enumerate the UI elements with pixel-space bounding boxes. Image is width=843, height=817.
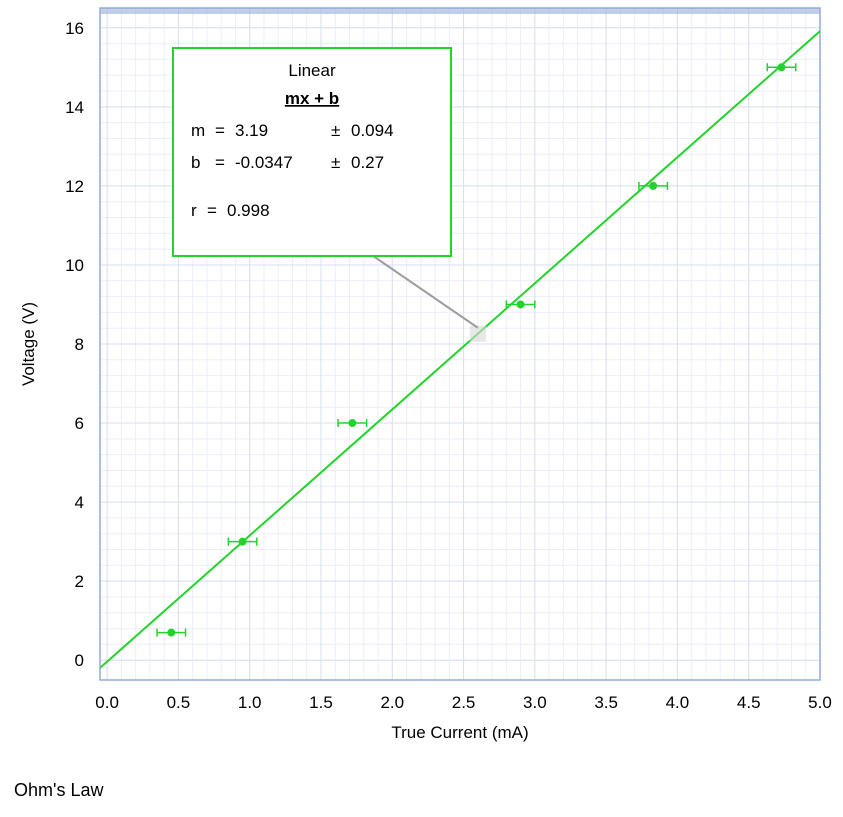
- x-tick-label: 1.0: [238, 693, 262, 712]
- fit-b-err: 0.27: [351, 153, 384, 172]
- data-point: [517, 300, 525, 308]
- fit-b-label: b: [191, 153, 200, 172]
- x-tick-label: 4.5: [737, 693, 761, 712]
- y-tick-label: 2: [75, 572, 84, 591]
- x-axis-label: True Current (mA): [391, 723, 528, 742]
- svg-text:±: ±: [331, 121, 340, 140]
- y-tick-label: 4: [75, 493, 84, 512]
- data-point: [239, 538, 247, 546]
- y-tick-label: 12: [65, 177, 84, 196]
- x-tick-label: 0.5: [167, 693, 191, 712]
- data-point: [348, 419, 356, 427]
- data-point: [167, 629, 175, 637]
- fit-m-value: 3.19: [235, 121, 268, 140]
- y-tick-label: 8: [75, 335, 84, 354]
- fit-b-value: -0.0347: [235, 153, 293, 172]
- data-point: [778, 63, 786, 71]
- chart-caption: Ohm's Law: [14, 780, 103, 801]
- y-axis-label: Voltage (V): [19, 302, 38, 386]
- x-tick-label: 2.5: [452, 693, 476, 712]
- svg-text:=: =: [207, 201, 217, 220]
- fit-r-value: 0.998: [227, 201, 270, 220]
- x-tick-label: 2.0: [380, 693, 404, 712]
- fit-r-label: r: [191, 201, 197, 220]
- y-tick-label: 16: [65, 19, 84, 38]
- fit-m-label: m: [191, 121, 205, 140]
- x-tick-label: 4.0: [666, 693, 690, 712]
- x-tick-label: 3.0: [523, 693, 547, 712]
- ohms-law-chart: 0.0 0.5 1.0 1.5 2.0 2.5 3.0 3.5 4.0 4.5 5.0 0 2 4 6 8 10…: [0, 0, 843, 817]
- svg-text:±: ±: [331, 153, 340, 172]
- fit-title: Linear: [288, 61, 336, 80]
- x-tick-label: 0.0: [95, 693, 119, 712]
- svg-text:=: =: [215, 153, 225, 172]
- fit-m-err: 0.094: [351, 121, 394, 140]
- data-point: [649, 182, 657, 190]
- x-tick-label: 1.5: [309, 693, 333, 712]
- y-tick-label: 10: [65, 256, 84, 275]
- chart-container: 0.0 0.5 1.0 1.5 2.0 2.5 3.0 3.5 4.0 4.5 5.0 0 2 4 6 8 10…: [0, 0, 843, 817]
- y-tick-label: 14: [65, 98, 84, 117]
- x-tick-label: 5.0: [808, 693, 832, 712]
- y-tick-label: 0: [75, 651, 84, 670]
- x-tick-label: 3.5: [594, 693, 618, 712]
- y-tick-label: 6: [75, 414, 84, 433]
- svg-text:=: =: [215, 121, 225, 140]
- fit-formula: mx + b: [285, 89, 339, 108]
